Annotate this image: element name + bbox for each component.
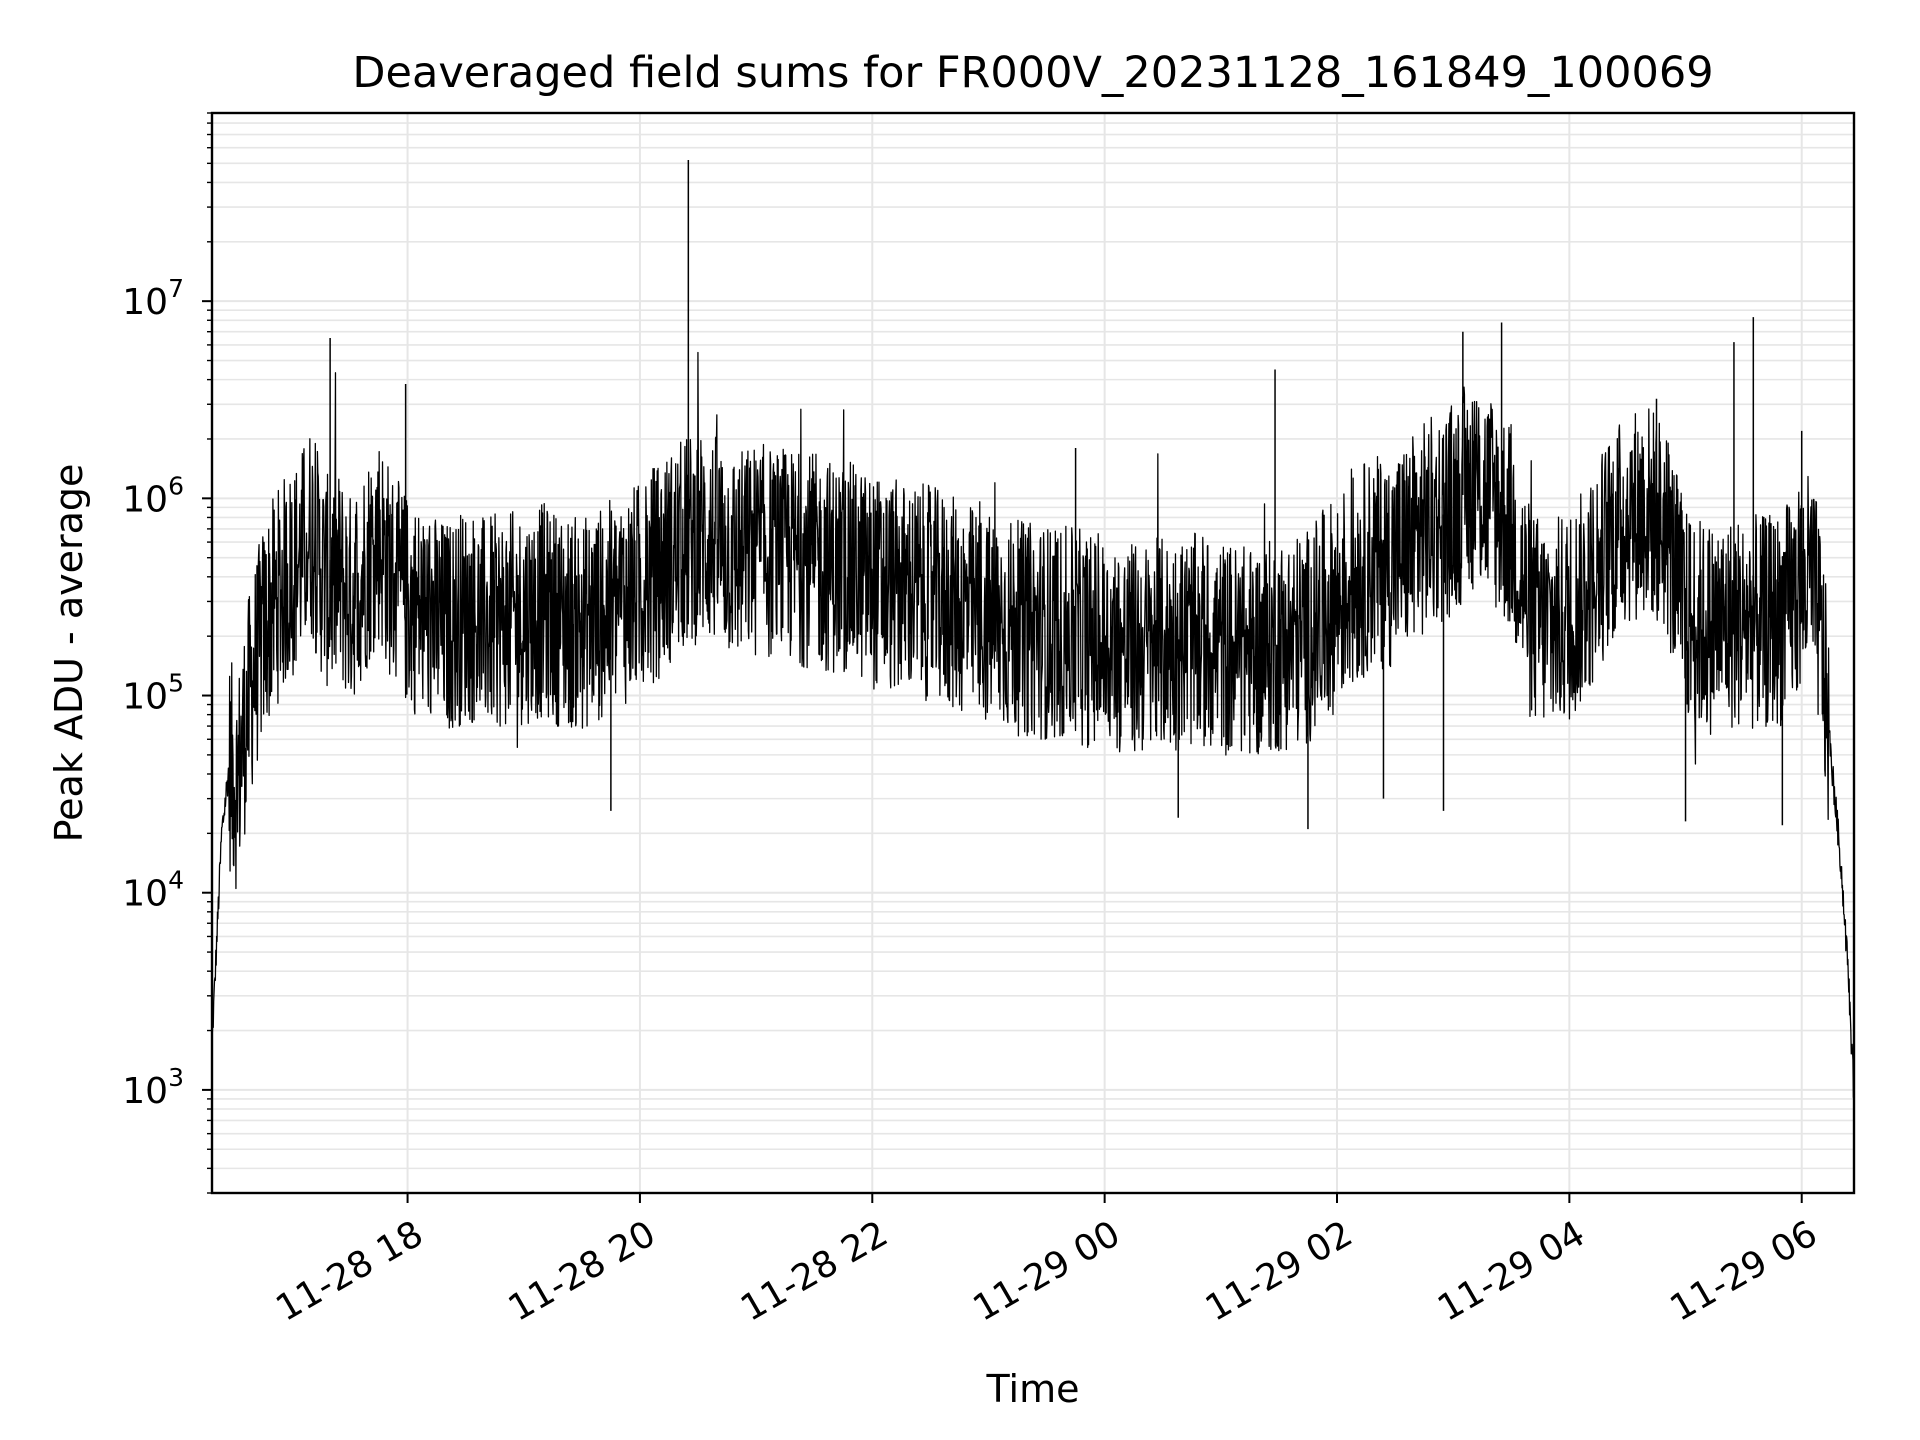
y-tick-label: 107 [122,274,184,323]
series-layer [212,159,1854,1099]
plot-frame [210,111,1856,1195]
grid-layer [212,112,1854,1194]
y-tick-label: 106 [122,471,184,520]
y-tick-label: 104 [122,866,184,915]
y-tick-label: 105 [122,669,184,718]
series-line [212,351,1854,1099]
y-axis-label: Peak ADU - average [47,464,91,843]
x-axis-label: Time [986,1367,1080,1411]
chart-title: Deaveraged field sums for FR000V_2023112… [352,48,1713,98]
y-tick-label: 103 [122,1063,184,1112]
